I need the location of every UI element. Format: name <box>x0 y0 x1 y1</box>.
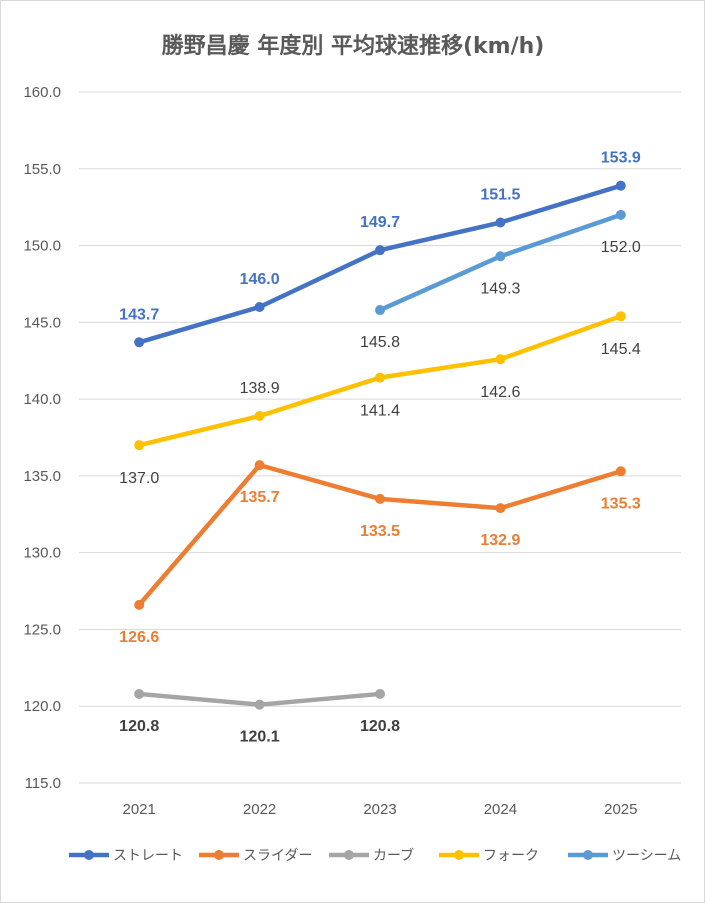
legend-marker <box>583 850 593 860</box>
data-label: 126.6 <box>119 629 159 646</box>
y-tick-label: 135.0 <box>23 468 61 485</box>
x-tick-label: 2024 <box>484 801 517 818</box>
data-label: 151.5 <box>480 187 520 204</box>
legend-item-4: ツーシーム <box>568 848 681 864</box>
data-point <box>615 180 626 191</box>
series-1: 126.6 135.7 133.5 132.9 135.3 <box>119 460 641 646</box>
data-label: 142.6 <box>480 384 520 401</box>
legend-marker <box>454 850 464 860</box>
data-label: 149.7 <box>360 214 400 231</box>
data-label: 135.3 <box>601 495 641 512</box>
data-label: 138.9 <box>240 380 280 397</box>
series-2: 120.8 120.1 120.8 <box>119 688 400 746</box>
y-tick-label: 155.0 <box>23 161 61 178</box>
legend-marker <box>84 850 94 860</box>
x-tick-label: 2022 <box>243 801 276 818</box>
y-tick-label: 115.0 <box>25 775 61 792</box>
series-group: 143.7 146.0 149.7 151.5 153.9 126.6 135.7 133.5… <box>119 150 641 746</box>
x-tick-label: 2023 <box>363 801 396 818</box>
grid-lines <box>79 91 681 784</box>
data-label: 146.0 <box>240 271 280 288</box>
data-label: 149.3 <box>480 280 520 297</box>
data-point <box>375 688 385 699</box>
data-label: 120.1 <box>240 729 280 746</box>
data-point <box>254 301 265 312</box>
data-point <box>134 337 145 348</box>
data-label: 153.9 <box>601 150 641 167</box>
data-label: 143.7 <box>119 306 159 323</box>
data-point <box>615 311 626 322</box>
data-point <box>254 411 265 422</box>
data-label: 141.4 <box>360 403 400 420</box>
y-tick-label: 150.0 <box>23 238 61 255</box>
data-label: 145.4 <box>601 341 641 358</box>
series-0: 143.7 146.0 149.7 151.5 153.9 <box>119 150 641 348</box>
data-label: 135.7 <box>240 489 280 506</box>
legend-item-3: フォーク <box>439 848 539 864</box>
y-tick-label: 130.0 <box>23 545 61 562</box>
data-label: 137.0 <box>119 470 159 487</box>
data-point <box>615 209 626 220</box>
data-point <box>495 217 506 228</box>
data-point <box>495 503 506 514</box>
x-tick-label: 2021 <box>123 801 156 818</box>
y-tick-label: 145.0 <box>23 314 61 331</box>
data-point <box>375 372 385 383</box>
legend-item-1: スライダー <box>199 848 312 864</box>
chart-title: 勝野昌慶 年度別 平均球速推移(km/h) <box>162 33 545 59</box>
legend-label: ストレート <box>113 848 183 864</box>
data-point <box>375 305 385 316</box>
legend-item-2: カーブ <box>329 847 414 864</box>
data-label: 120.8 <box>119 718 159 735</box>
x-tick-label: 2025 <box>604 801 637 818</box>
legend-marker <box>214 850 224 860</box>
series-line <box>136 183 624 345</box>
legend-label: ツーシーム <box>612 848 681 864</box>
y-tick-label: 125.0 <box>23 621 61 638</box>
data-point <box>134 599 145 610</box>
y-axis: 160.0 155.0 150.0 145.0 140.0 135.0 130.0 125.0… <box>23 84 61 792</box>
legend: ストレート スライダー カーブ フォーク ツーシーム <box>69 847 681 864</box>
data-point <box>375 493 385 504</box>
legend-label: カーブ <box>373 847 414 864</box>
series-4: 145.8 149.3 152.0 <box>360 209 641 351</box>
data-point <box>495 251 506 262</box>
data-label: 133.5 <box>360 523 400 540</box>
legend-marker <box>344 850 354 860</box>
x-axis: 2021 2022 2023 2024 2025 <box>123 801 638 818</box>
data-point <box>254 460 265 471</box>
legend-label: フォーク <box>483 848 539 864</box>
legend-item-0: ストレート <box>69 848 183 864</box>
data-point <box>615 466 626 477</box>
data-label: 152.0 <box>601 239 641 256</box>
data-point <box>375 245 385 256</box>
data-label: 132.9 <box>480 532 520 549</box>
data-point <box>134 688 145 699</box>
data-label: 120.8 <box>360 718 400 735</box>
series-3: 137.0 138.9 141.4 142.6 145.4 <box>119 311 641 487</box>
data-label: 145.8 <box>360 334 400 351</box>
legend-label: スライダー <box>243 848 312 864</box>
y-tick-label: 140.0 <box>23 391 61 408</box>
data-point <box>495 354 506 365</box>
y-tick-label: 160.0 <box>23 84 61 101</box>
y-tick-label: 120.0 <box>23 698 61 715</box>
data-point <box>254 699 265 710</box>
data-point <box>134 440 145 451</box>
